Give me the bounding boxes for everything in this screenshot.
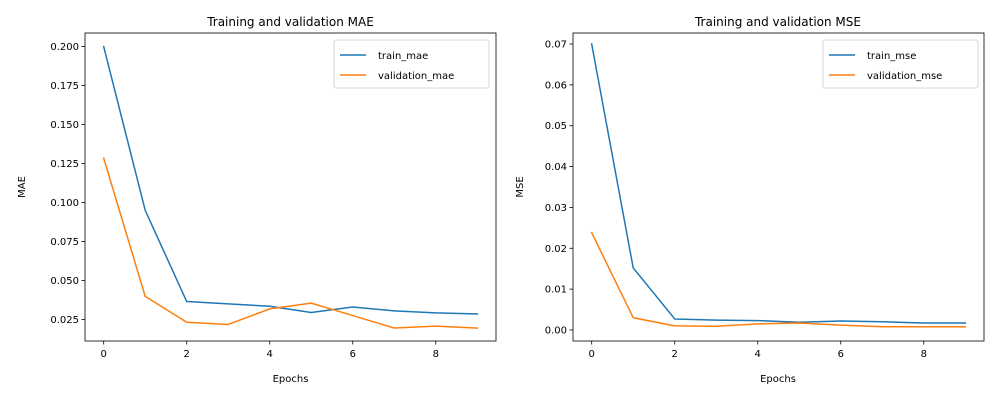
y-tick-label: 0.02 bbox=[545, 244, 567, 255]
mse-legend: train_mse validation_mse bbox=[822, 39, 979, 89]
x-tick-label: 4 bbox=[267, 349, 273, 360]
x-tick-label: 2 bbox=[672, 349, 678, 360]
x-tick-label: 4 bbox=[755, 349, 761, 360]
y-tick-label: 0.075 bbox=[50, 237, 79, 248]
series-line-validation_mae bbox=[102, 157, 479, 329]
series-line-train_mae bbox=[102, 45, 479, 315]
y-tick-label: 0.04 bbox=[545, 162, 567, 173]
x-tick-label: 2 bbox=[184, 349, 190, 360]
x-tick-label: 6 bbox=[838, 349, 844, 360]
mse-plot-frame bbox=[572, 32, 985, 342]
mae-plot-frame bbox=[84, 32, 497, 342]
chart-title: Training and validation MSE bbox=[694, 15, 861, 29]
x-tick-label: 8 bbox=[433, 349, 439, 360]
mae-plot-lines bbox=[102, 45, 479, 329]
legend-label-train: train_mse bbox=[867, 51, 916, 62]
legend-label-validation: validation_mae bbox=[378, 71, 454, 82]
y-tick-label: 0.150 bbox=[50, 120, 79, 131]
y-tick-label: 0.07 bbox=[545, 40, 567, 51]
x-tick-label: 0 bbox=[100, 349, 106, 360]
chart-title: Training and validation MAE bbox=[206, 15, 374, 29]
y-tick-label: 0.05 bbox=[545, 121, 567, 132]
series-line-train_mse bbox=[590, 43, 967, 324]
y-tick-label: 0.01 bbox=[545, 285, 567, 296]
x-tick-label: 8 bbox=[921, 349, 927, 360]
legend-label-train: train_mae bbox=[378, 51, 428, 62]
mse-plot-lines bbox=[590, 43, 967, 328]
mse-y-axis: 0.00 0.01 0.02 0.03 0.04 0.05 0.06 0.07 bbox=[545, 40, 573, 336]
y-tick-label: 0.200 bbox=[50, 42, 79, 53]
series-line-validation_mse bbox=[590, 231, 967, 328]
legend-frame bbox=[822, 39, 979, 89]
mae-legend: train_mae validation_mae bbox=[333, 39, 490, 89]
x-tick-label: 0 bbox=[588, 349, 594, 360]
mae-y-axis: 0.025 0.050 0.075 0.100 0.125 0.150 0.175 0.200 bbox=[50, 42, 85, 326]
legend-label-validation: validation_mse bbox=[867, 71, 942, 82]
y-axis-label: MSE bbox=[515, 176, 526, 197]
y-axis-label: MAE bbox=[17, 176, 28, 198]
y-tick-label: 0.06 bbox=[545, 80, 567, 91]
x-axis-label: Epochs bbox=[760, 374, 796, 385]
x-axis-label: Epochs bbox=[273, 374, 309, 385]
y-tick-label: 0.125 bbox=[50, 159, 79, 170]
y-tick-label: 0.050 bbox=[50, 276, 79, 287]
mse-x-axis: 0 2 4 6 8 bbox=[588, 341, 927, 360]
y-tick-label: 0.00 bbox=[545, 325, 567, 336]
legend-frame bbox=[333, 39, 490, 89]
mae-x-axis: 0 2 4 6 8 bbox=[100, 341, 439, 360]
x-tick-label: 6 bbox=[350, 349, 356, 360]
y-tick-label: 0.100 bbox=[50, 198, 79, 209]
y-tick-label: 0.175 bbox=[50, 81, 79, 92]
y-tick-label: 0.025 bbox=[50, 315, 79, 326]
y-tick-label: 0.03 bbox=[545, 203, 567, 214]
